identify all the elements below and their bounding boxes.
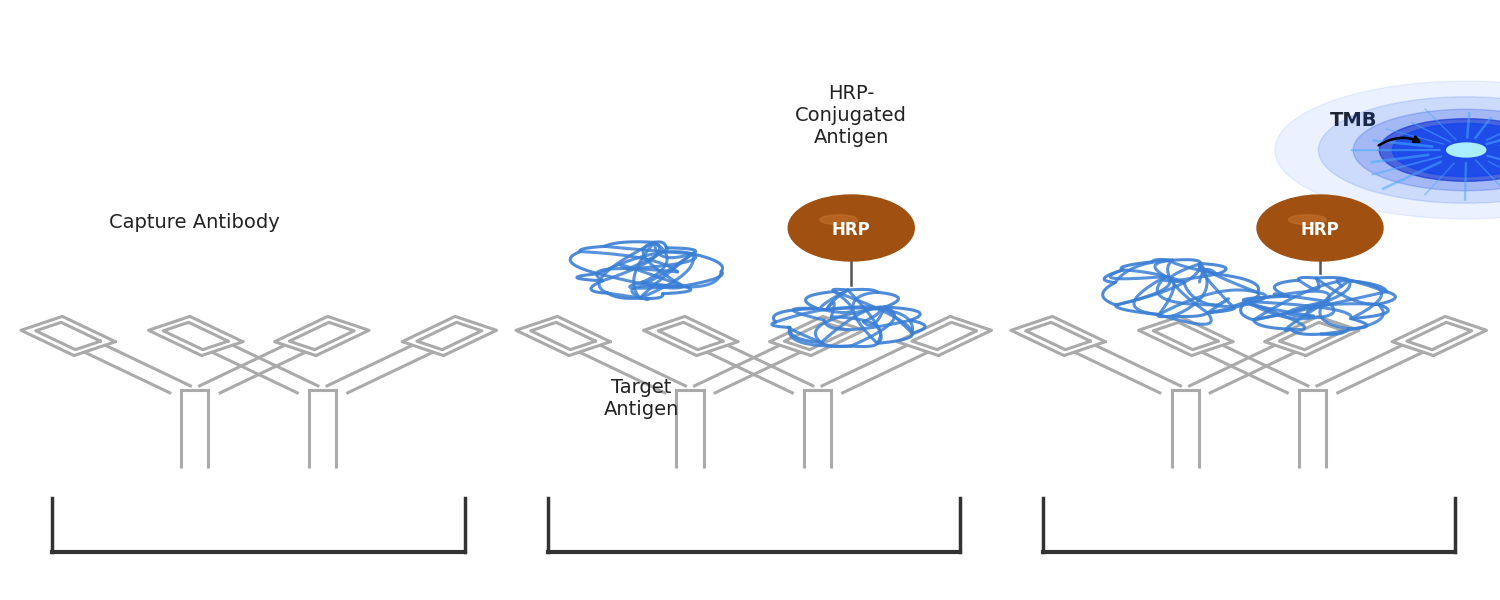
- Ellipse shape: [1392, 124, 1500, 176]
- Text: Capture Antibody: Capture Antibody: [108, 212, 279, 232]
- Ellipse shape: [1446, 143, 1486, 157]
- Text: Target
Antigen: Target Antigen: [603, 378, 680, 419]
- Text: TMB: TMB: [1330, 110, 1377, 130]
- Text: HRP: HRP: [1300, 221, 1340, 239]
- Ellipse shape: [1288, 215, 1326, 225]
- Ellipse shape: [1257, 195, 1383, 261]
- Ellipse shape: [1275, 81, 1500, 219]
- Ellipse shape: [1380, 119, 1500, 181]
- Ellipse shape: [819, 215, 858, 225]
- Text: HRP: HRP: [833, 221, 870, 239]
- Ellipse shape: [788, 195, 914, 261]
- Text: HRP-
Conjugated
Antigen: HRP- Conjugated Antigen: [795, 84, 907, 147]
- Ellipse shape: [1353, 109, 1500, 191]
- Ellipse shape: [1318, 97, 1500, 203]
